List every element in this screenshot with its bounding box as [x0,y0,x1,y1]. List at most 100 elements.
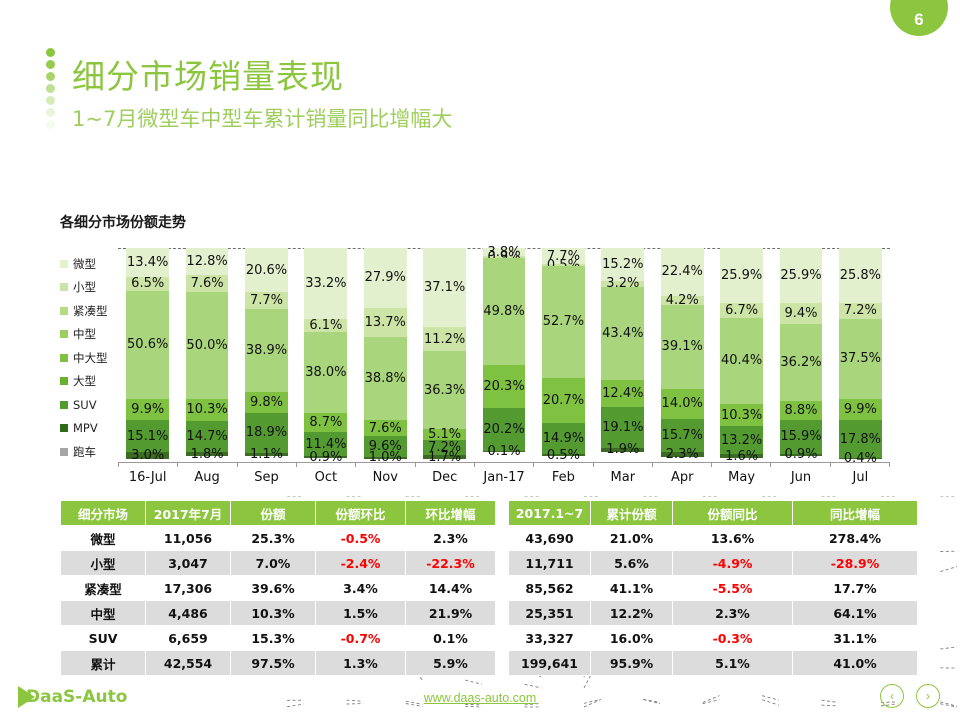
bar-segment-紧凑型[interactable]: 37.5% [839,318,882,399]
bar-segment-中型[interactable]: 20.3% [482,364,526,409]
legend-item-3[interactable]: 中型 [60,323,122,347]
stacked-bar[interactable]: 22.4% 4.2% 39.1% 14.0% 15.7% 2.3% [660,248,704,462]
bar-segment-MPV[interactable]: 1.8% [185,448,229,461]
bar-segment-中型[interactable]: 14.0% [660,388,704,419]
table-row[interactable]: 11,711 5.6% -4.9% -28.9% [508,550,918,576]
legend-item-0[interactable]: 微型 [60,252,122,276]
bar-segment-微型[interactable]: 27.9% [363,248,407,308]
bar-segment-SUV[interactable]: 17.8% [839,420,882,459]
bar-segment-SUV[interactable]: 15.1% [126,420,170,453]
bar-segment-微型[interactable]: 12.8% [185,248,229,276]
bar-segment-紧凑型[interactable]: 38.8% [363,337,407,421]
legend-item-7[interactable]: MPV [60,417,122,441]
bar-segment-SUV[interactable]: 15.9% [779,419,823,454]
bar-segment-小型[interactable]: 7.2% [839,303,882,319]
bar-segment-MPV[interactable]: 0.9% [779,448,823,461]
bar-segment-微型[interactable]: 25.9% [720,248,763,304]
table-row[interactable]: 中型 4,486 10.3% 1.5% 21.9% [60,600,496,626]
bar-segment-SUV[interactable]: 7.2% [423,439,467,456]
table-row[interactable]: 43,690 21.0% 13.6% 278.4% [508,525,918,551]
bar-segment-小型[interactable]: 11.2% [423,327,467,352]
stacked-bar[interactable]: 7.7%0.5%52.7%20.7%14.9%0.5% [542,248,585,462]
bar-segment-中型[interactable]: 7.6% [363,420,407,437]
prev-slide-button[interactable]: ‹ [880,684,904,708]
stacked-bar[interactable]: 25.8% 7.2% 37.5% 9.9% 17.8% 0.4% [839,248,882,465]
bar-segment-微型[interactable]: 7.7% [542,248,585,265]
bar-segment-微型[interactable]: 37.1% [423,248,467,328]
bar-segment-紧凑型[interactable]: 50.0% [185,291,229,399]
bar-segment-中型[interactable]: 9.9% [126,398,170,421]
bar-segment-小型[interactable]: 7.7% [245,292,288,309]
bar-segment-紧凑型[interactable]: 40.4% [720,317,763,405]
bar-segment-小型[interactable]: 7.6% [185,275,229,292]
bar-segment-SUV[interactable]: 14.9% [542,422,585,455]
bar-segment-中型[interactable]: 9.9% [839,398,882,421]
bar-segment-SUV[interactable]: 19.1% [601,406,645,448]
bar-segment-中型[interactable]: 20.7% [542,378,585,423]
stacked-bar[interactable]: 15.2% 3.2% 43.4% 12.4% 19.1% 1.9% [601,248,645,462]
bar-segment-紧凑型[interactable]: 50.6% [126,290,170,399]
bar-segment-中型[interactable]: 8.8% [779,400,823,420]
bar-segment-SUV[interactable]: 11.4% [304,432,348,457]
bar-segment-微型[interactable]: 15.2% [601,248,645,281]
bar-segment-中型[interactable]: 10.3% [720,404,763,427]
stacked-bar[interactable]: 33.2% 6.1% 38.0% 8.7% 11.4% 0.9% [304,248,348,464]
bar-segment-微型[interactable]: 20.6% [245,248,288,293]
table-row[interactable]: 微型 11,056 25.3% -0.5% 2.3% [60,525,496,551]
stacked-bar[interactable]: 25.9% 6.7% 40.4% 10.3% 13.2% 1.6% [720,248,763,463]
legend-item-6[interactable]: SUV [60,393,122,417]
legend-item-5[interactable]: 大型 [60,370,122,394]
stacked-bar[interactable]: 20.6% 7.7% 38.9% 9.8% 18.9% 1.1% [245,248,288,462]
bar-segment-微型[interactable]: 25.8% [839,248,882,304]
bar-segment-紧凑型[interactable]: 52.7% [542,265,585,379]
table-row[interactable]: 25,351 12.2% 2.3% 64.1% [508,600,918,626]
bar-segment-MPV[interactable]: 1.0% [363,451,407,464]
bar-segment-中型[interactable]: 8.7% [304,413,348,433]
bar-segment-小型[interactable]: 6.1% [304,319,348,333]
bar-segment-MPV[interactable]: 0.4% [839,452,882,465]
website-link[interactable]: www.daas-auto.com [423,691,537,705]
bar-segment-SUV[interactable]: 14.7% [185,420,229,453]
table-row[interactable]: 紧凑型 17,306 39.6% 3.4% 14.4% [60,575,496,601]
bar-segment-微型[interactable]: 25.9% [779,248,823,304]
bar-segment-紧凑型[interactable]: 39.1% [660,304,704,389]
legend-item-4[interactable]: 中大型 [60,346,122,370]
bar-segment-微型[interactable]: 22.4% [660,248,704,296]
bar-segment-紧凑型[interactable]: 36.3% [423,351,467,430]
bar-segment-紧凑型[interactable]: 43.4% [601,287,645,381]
table-row[interactable]: 累计 42,554 97.5% 1.3% 5.9% [60,650,496,676]
bar-segment-小型[interactable]: 3.2% [601,277,645,290]
stacked-bar[interactable]: 13.4% 6.5% 50.6% 9.9% 15.1% 3.0% [126,248,170,462]
bar-segment-微型[interactable]: 13.4% [126,248,170,277]
table-row[interactable]: 199,641 95.9% 5.1% 41.0% [508,650,918,676]
stacked-bar[interactable]: 25.9% 9.4% 36.2% 8.8% 15.9% 0.9% [779,248,823,462]
stacked-bar[interactable]: 3.8%0.9%49.8%20.3%20.2%0.1% [482,246,526,462]
bar-segment-小型[interactable]: 6.5% [126,276,170,291]
bar-segment-中型[interactable]: 12.4% [601,380,645,407]
bar-segment-SUV[interactable]: 20.2% [482,408,526,452]
bar-segment-中型[interactable]: 5.1% [423,428,467,441]
bar-segment-MPV[interactable]: 1.1% [245,448,288,461]
bar-segment-SUV[interactable]: 18.9% [245,412,288,454]
bar-segment-MPV[interactable]: 3.0% [126,449,170,462]
bar-segment-MPV[interactable]: 1.9% [601,443,645,456]
table-row[interactable]: 33,327 16.0% -0.3% 31.1% [508,625,918,651]
bar-segment-MPV[interactable]: 0.5% [542,449,585,462]
table-row[interactable]: SUV 6,659 15.3% -0.7% 0.1% [60,625,496,651]
bar-segment-中型[interactable]: 10.3% [185,398,229,421]
bar-segment-MPV[interactable]: 2.3% [660,448,704,461]
bar-segment-小型[interactable]: 13.7% [363,307,407,338]
bar-segment-紧凑型[interactable]: 49.8% [482,258,526,365]
bar-segment-微型[interactable]: 33.2% [304,248,348,320]
bar-segment-SUV[interactable]: 15.7% [660,418,704,453]
bar-segment-紧凑型[interactable]: 36.2% [779,323,823,401]
table-row[interactable]: 85,562 41.1% -5.5% 17.7% [508,575,918,601]
bar-segment-MPV[interactable]: 1.6% [720,450,763,463]
bar-segment-MPV[interactable]: 0.9% [304,451,348,464]
bar-segment-小型[interactable]: 6.7% [720,303,763,318]
next-slide-button[interactable]: › [916,684,940,708]
legend-item-2[interactable]: 紧凑型 [60,299,122,323]
stacked-bar[interactable]: 37.1% 11.2% 36.3% 5.1% 7.2% 1.7% [423,248,467,464]
bar-segment-微型[interactable]: 3.8% [482,246,526,259]
stacked-bar[interactable]: 27.9% 13.7% 38.8% 7.6% 9.6% 1.0% [363,248,407,464]
